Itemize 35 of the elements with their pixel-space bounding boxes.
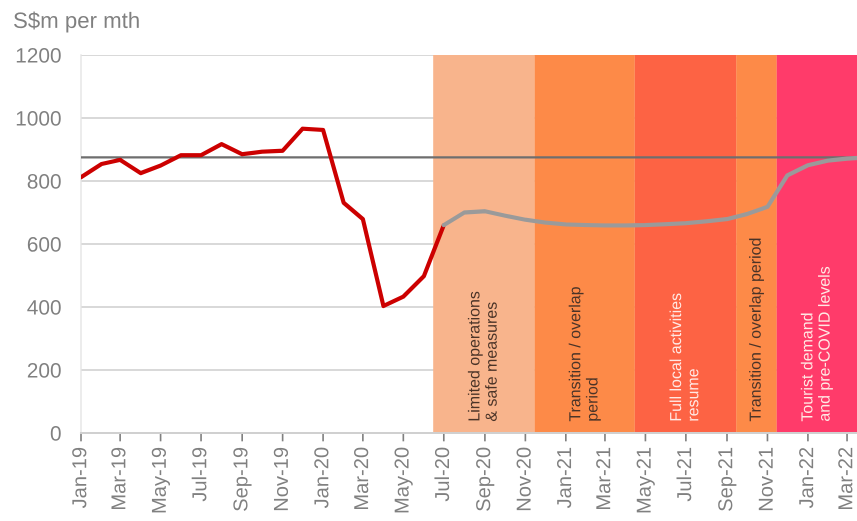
x-tick-label: Nov-21 bbox=[758, 448, 773, 510]
x-tick-label: Jan-22 bbox=[799, 448, 814, 508]
x-tick-label: Sep-19 bbox=[233, 448, 252, 511]
x-tick-label: Jul-19 bbox=[192, 448, 206, 502]
y-tick-label: 1000 bbox=[16, 111, 61, 126]
band-label: Full local activities resume bbox=[670, 294, 698, 421]
x-tick-label: Nov-19 bbox=[274, 448, 288, 510]
x-tick-label: Jan-19 bbox=[72, 448, 86, 508]
x-tick-label: Sep-21 bbox=[718, 448, 736, 511]
x-tick-label: Sep-20 bbox=[476, 448, 494, 511]
x-tick-label: May-19 bbox=[152, 448, 170, 512]
x-tick-label: Jan-20 bbox=[314, 448, 328, 508]
y-tick-label: 400 bbox=[27, 300, 61, 315]
x-tick-label: Mar-21 bbox=[596, 448, 610, 510]
y-tick-label: 600 bbox=[28, 237, 61, 252]
band-label: Limited operations & safe measures bbox=[468, 292, 497, 422]
band-label: Tourist demand and pre-COVID levels bbox=[800, 266, 833, 422]
y-tick-label: 200 bbox=[28, 363, 61, 378]
line-series bbox=[442, 156, 857, 228]
x-tick-label: May-20 bbox=[394, 448, 413, 512]
x-tick-label: Jul-20 bbox=[434, 448, 450, 502]
line-series bbox=[81, 126, 446, 308]
x-tick-label: Mar-19 bbox=[111, 448, 126, 510]
x-tick-label: Jul-21 bbox=[676, 448, 692, 502]
band-label: Transition / overlap period bbox=[749, 238, 764, 422]
band-label: Transition / overlap period bbox=[568, 287, 601, 422]
y-tick-label: 1200 bbox=[16, 48, 61, 63]
x-tick-label: Mar-22 bbox=[838, 448, 852, 510]
y-tick-label: 800 bbox=[28, 174, 61, 189]
x-tick-label: Jan-21 bbox=[556, 448, 572, 508]
x-tick-label: May-21 bbox=[636, 448, 655, 512]
y-tick-label: 0 bbox=[50, 426, 61, 441]
y-axis-title: S$m per mth bbox=[14, 11, 139, 33]
x-tick-label: Nov-20 bbox=[516, 448, 531, 510]
x-tick-label: Mar-20 bbox=[354, 448, 368, 510]
